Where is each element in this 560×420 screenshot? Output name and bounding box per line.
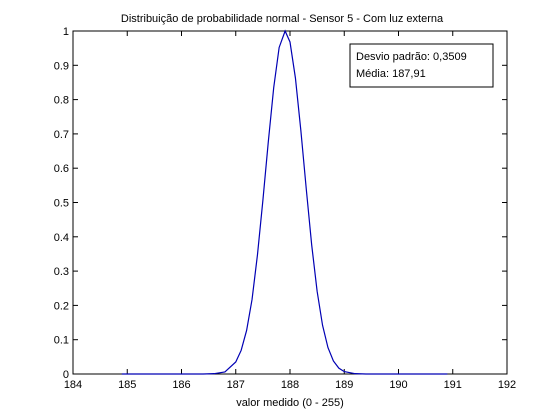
y-tick-label: 0.7: [54, 129, 69, 141]
x-axis-label: valor medido (0 - 255): [236, 397, 344, 409]
annotation-box: [349, 43, 494, 88]
x-tick-label: 187: [227, 379, 245, 391]
y-tick-label: 0.1: [54, 335, 69, 347]
y-tick-label: 0.8: [54, 95, 69, 107]
x-tick-label: 184: [64, 379, 82, 391]
x-tick-label: 189: [335, 379, 353, 391]
plot-area: [72, 30, 508, 375]
x-tick-label: 191: [444, 379, 462, 391]
std-dev-text: Desvio padrão: 0,3509: [356, 51, 467, 63]
mean-text: Média: 187,91: [356, 68, 426, 80]
x-tick-label: 190: [389, 379, 407, 391]
chart-title: Distribuição de probabilidade normal - S…: [121, 13, 444, 25]
distribution-curve: [121, 29, 448, 375]
y-tick-label: 0.6: [54, 163, 69, 175]
y-tick-label: 0: [63, 369, 69, 381]
y-tick-label: 0.2: [54, 300, 69, 312]
y-axis: 0 0.1 0.2 0.3 0.4 0.5 0.6 0.7 0.8 0.9 1: [54, 26, 507, 381]
y-tick-label: 0.3: [54, 266, 69, 278]
y-tick-label: 0.5: [54, 198, 69, 210]
stats-annotation: Desvio padrão: 0,3509 Média: 187,91: [349, 43, 494, 88]
y-tick-label: 0.4: [54, 232, 69, 244]
y-tick-label: 0.9: [54, 60, 69, 72]
x-tick-label: 186: [172, 379, 190, 391]
x-tick-label: 192: [498, 379, 516, 391]
x-tick-label: 185: [118, 379, 136, 391]
x-axis: 184 185 186 187 188 189 190 191 192: [64, 31, 516, 391]
x-tick-label: 188: [281, 379, 299, 391]
y-tick-label: 1: [63, 26, 69, 38]
